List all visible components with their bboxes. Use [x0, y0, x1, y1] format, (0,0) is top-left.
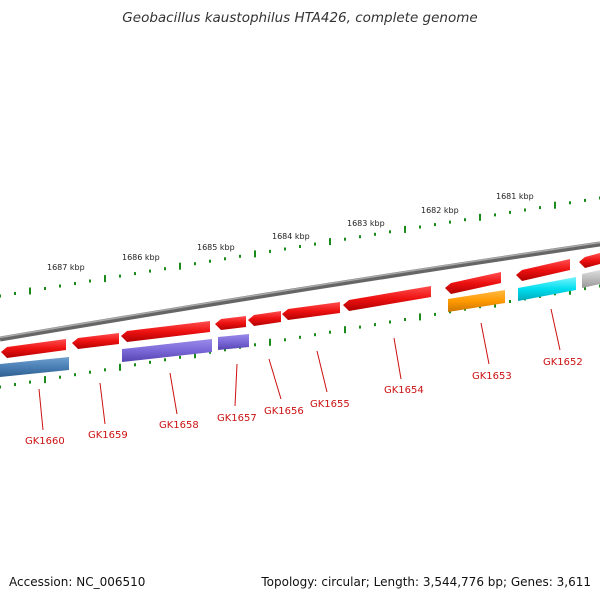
genome-backbone-highlight	[0, 241, 600, 339]
gene-block-cyan[interactable]	[518, 277, 576, 301]
gene-arrow-gk1655[interactable]	[282, 302, 340, 320]
leader-gk1659	[99, 382, 106, 425]
gene-arrow-gk1657[interactable]	[215, 316, 246, 330]
gene-block-purple-large[interactable]	[122, 339, 212, 362]
gene-label-gk1659[interactable]: GK1659	[88, 430, 128, 441]
gene-label-gk1653[interactable]: GK1653	[472, 371, 512, 382]
leader-gk1657	[234, 363, 238, 407]
gene-block-orange[interactable]	[448, 290, 505, 312]
kbp-label-1687: 1687 kbp	[47, 263, 85, 272]
gene-arrow-gk1653[interactable]	[445, 272, 501, 294]
gene-label-gk1654[interactable]: GK1654	[384, 385, 424, 396]
accession-text: Accession: NC_006510	[9, 575, 145, 589]
kbp-label-1682: 1682 kbp	[421, 206, 459, 215]
outer-tick-ruler	[0, 196, 600, 298]
gene-arrow-gk1652[interactable]	[516, 259, 570, 281]
gene-label-gk1656[interactable]: GK1656	[264, 406, 304, 417]
lower-gene-track	[0, 270, 600, 377]
gene-arrow-gk1659[interactable]	[72, 333, 119, 349]
ruler-labels: 1687 kbp 1686 kbp 1685 kbp 1684 kbp 1683…	[47, 192, 534, 272]
gene-labels: GK1660 GK1659 GK1658 GK1657 GK1656 GK165…	[25, 357, 583, 447]
gene-arrow-gk1660[interactable]	[1, 339, 66, 358]
leader-gk1654	[393, 337, 402, 380]
leader-gk1653	[480, 322, 490, 365]
gene-label-gk1660[interactable]: GK1660	[25, 436, 65, 447]
kbp-label-1681: 1681 kbp	[496, 192, 534, 201]
gene-label-gk1657[interactable]: GK1657	[217, 413, 257, 424]
leader-gk1660	[38, 388, 44, 431]
gene-label-gk1655[interactable]: GK1655	[310, 399, 350, 410]
gene-arrow-gk1656[interactable]	[248, 311, 281, 326]
gene-arrow-gk1658[interactable]	[121, 321, 210, 342]
kbp-label-1684: 1684 kbp	[272, 232, 310, 241]
gene-block-purple-small[interactable]	[218, 334, 249, 350]
gene-arrow-next[interactable]	[579, 253, 600, 268]
genome-summary-text: Topology: circular; Length: 3,544,776 bp…	[260, 575, 591, 589]
leader-gk1655	[316, 350, 328, 393]
upper-gene-track	[1, 253, 600, 358]
gene-block-gray[interactable]	[582, 270, 600, 288]
genome-backbone	[0, 241, 600, 342]
kbp-label-1683: 1683 kbp	[347, 219, 385, 228]
gene-block-steelblue[interactable]	[0, 357, 69, 377]
gene-label-gk1658[interactable]: GK1658	[159, 420, 199, 431]
leader-gk1658	[169, 372, 178, 415]
leader-gk1652	[550, 308, 561, 351]
gene-leader-lines	[38, 308, 561, 431]
leader-gk1656	[268, 358, 282, 400]
gene-arrow-gk1654[interactable]	[343, 286, 431, 311]
gene-label-gk1652[interactable]: GK1652	[543, 357, 583, 368]
kbp-label-1685: 1685 kbp	[197, 243, 235, 252]
kbp-label-1686: 1686 kbp	[122, 253, 160, 262]
map-title: Geobacillus kaustophilus HTA426, complet…	[122, 10, 477, 26]
